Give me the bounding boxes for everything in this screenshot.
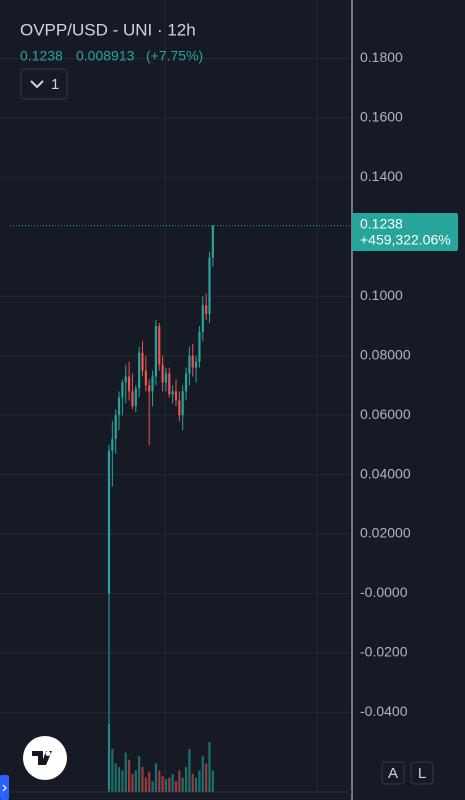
candle-body xyxy=(208,257,211,315)
candle-body xyxy=(111,438,114,451)
interval-button-label[interactable]: 1 xyxy=(51,76,59,93)
y-tick-label: 0.06000 xyxy=(360,406,411,422)
candle-body xyxy=(138,352,141,389)
volume-bar xyxy=(181,777,184,792)
candle-body xyxy=(171,391,174,395)
volume-bar xyxy=(111,749,114,792)
volume-bar xyxy=(171,774,174,792)
volume-bar xyxy=(107,724,111,792)
volume-bar xyxy=(128,759,131,792)
candle-body xyxy=(134,388,137,407)
volume-bar xyxy=(151,781,154,792)
volume-bar xyxy=(141,766,144,792)
volume-bar xyxy=(138,756,141,792)
candle-body xyxy=(161,364,164,383)
candle-body xyxy=(191,355,194,368)
auto-scale-label[interactable]: A xyxy=(388,765,398,782)
candle-body xyxy=(181,391,184,416)
y-tick-label: -0.0400 xyxy=(360,703,408,719)
volume-bar xyxy=(164,779,168,792)
y-tick-label: 0.1400 xyxy=(360,168,403,184)
candle-body xyxy=(121,382,124,398)
log-scale-button[interactable] xyxy=(410,761,434,785)
volume-bar xyxy=(114,763,117,792)
volume-bar xyxy=(195,777,198,792)
volume-bar xyxy=(205,763,208,792)
last-price: 0.1238 xyxy=(20,48,63,64)
candle-body xyxy=(168,373,171,395)
candle-body xyxy=(144,370,147,386)
candle-body xyxy=(114,415,117,439)
volume-bar xyxy=(188,749,191,792)
logo-mark xyxy=(32,751,52,765)
volume-bar xyxy=(168,777,171,792)
candle-body xyxy=(158,326,161,365)
y-tick-label: -0.0000 xyxy=(360,584,408,600)
interval-button[interactable] xyxy=(20,68,68,100)
volume-bar xyxy=(131,774,134,792)
candle-body xyxy=(148,385,151,392)
grid xyxy=(0,0,352,792)
price-label-box xyxy=(352,213,458,251)
y-tick-label: -0.0200 xyxy=(360,644,408,660)
volume-bar xyxy=(117,766,121,792)
candle-body xyxy=(107,450,111,594)
volume-bar xyxy=(144,777,147,792)
candle-body xyxy=(174,391,178,401)
price-label-value: 0.1238 xyxy=(360,216,403,232)
candle-body xyxy=(178,400,181,416)
volume-bar xyxy=(154,763,157,792)
y-tick-label: 0.1600 xyxy=(360,109,403,125)
volume-bar xyxy=(161,776,164,792)
candle-body xyxy=(195,361,198,368)
y-tick-label: 0.1000 xyxy=(360,287,403,303)
auto-scale-button[interactable] xyxy=(381,761,405,785)
y-tick-label: 0.02000 xyxy=(360,525,411,541)
price-label-change: +459,322.06% xyxy=(360,232,451,248)
candle-body xyxy=(184,373,188,392)
volume-bar xyxy=(121,770,124,792)
candle-body xyxy=(117,397,121,416)
volume-bar xyxy=(191,774,194,792)
candle-body xyxy=(151,376,154,392)
candle-body xyxy=(124,376,127,383)
change: 0.008913 xyxy=(76,48,135,64)
volume-bar xyxy=(178,770,181,792)
change-pct: (+7.75%) xyxy=(146,48,203,64)
volume-bar xyxy=(174,781,178,792)
candle-body xyxy=(188,355,191,374)
candle-body xyxy=(128,376,131,392)
y-tick-label: 0.04000 xyxy=(360,465,411,481)
volume-bar xyxy=(184,766,188,792)
volume-bar xyxy=(124,752,127,792)
side-tab[interactable] xyxy=(0,775,9,800)
y-tick-label: 0.1800 xyxy=(360,49,403,65)
chart-title: OVPP/USD - UNI · 12h xyxy=(20,20,196,39)
candle-body xyxy=(198,331,201,362)
candle-body xyxy=(141,352,144,371)
volume-bar xyxy=(134,770,137,792)
volume-bar xyxy=(148,771,151,792)
candle-body xyxy=(131,391,134,407)
y-tick-label: 0.08000 xyxy=(360,346,411,362)
volume-bar xyxy=(201,756,204,792)
volume-bar xyxy=(208,741,211,792)
volume-bar xyxy=(211,770,214,792)
volume-bar xyxy=(198,770,201,792)
candle-body xyxy=(211,225,214,258)
side-tab-icon xyxy=(2,784,7,792)
chevron-icon xyxy=(30,80,44,89)
volume-bar xyxy=(158,770,161,792)
log-scale-label[interactable]: L xyxy=(418,765,426,782)
candle-body xyxy=(164,373,168,383)
candle-body xyxy=(154,326,157,377)
candle-body xyxy=(201,305,204,332)
candle-body xyxy=(205,305,208,315)
